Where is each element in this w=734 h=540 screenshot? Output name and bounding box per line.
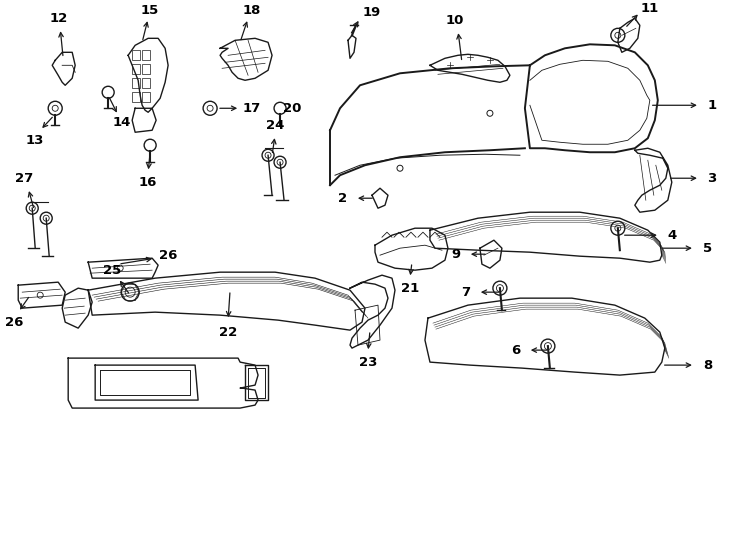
Text: 5: 5	[703, 242, 713, 255]
Text: 22: 22	[219, 326, 237, 339]
Text: 9: 9	[451, 248, 460, 261]
Bar	[142, 78, 150, 88]
Text: 19: 19	[363, 6, 381, 19]
Text: 23: 23	[359, 356, 377, 369]
Text: 4: 4	[667, 229, 677, 242]
Bar	[132, 50, 140, 60]
Text: 20: 20	[283, 102, 301, 115]
Text: 26: 26	[159, 249, 178, 262]
Text: 12: 12	[49, 12, 68, 25]
Bar	[142, 64, 150, 75]
Text: 11: 11	[641, 2, 659, 15]
Text: 10: 10	[446, 14, 464, 27]
Text: 7: 7	[462, 286, 470, 299]
Text: 21: 21	[401, 282, 419, 295]
Text: 14: 14	[113, 116, 131, 129]
Text: 1: 1	[708, 99, 716, 112]
Text: 25: 25	[103, 264, 121, 276]
Bar	[132, 64, 140, 75]
Bar	[142, 92, 150, 102]
Text: 27: 27	[15, 172, 33, 185]
Text: 8: 8	[703, 359, 713, 372]
Text: 16: 16	[139, 176, 157, 188]
Bar	[132, 92, 140, 102]
Bar	[142, 50, 150, 60]
Text: 15: 15	[141, 4, 159, 17]
Text: 26: 26	[5, 316, 23, 329]
Bar	[132, 78, 140, 88]
Text: 24: 24	[266, 119, 284, 132]
Text: 3: 3	[707, 172, 716, 185]
Text: 13: 13	[26, 134, 44, 147]
Text: 17: 17	[243, 102, 261, 115]
Text: 2: 2	[338, 192, 348, 205]
Text: 18: 18	[243, 4, 261, 17]
Text: 6: 6	[512, 343, 520, 356]
